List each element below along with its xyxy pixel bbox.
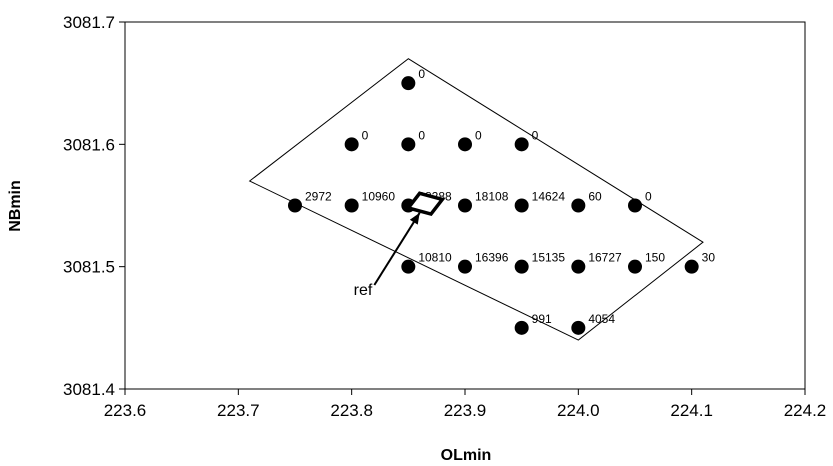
data-point [514,137,529,152]
y-tick-label: 3081.7 [63,13,115,32]
data-point-label: 15135 [532,251,566,265]
data-point-label: 150 [645,251,665,265]
ref-square [405,191,446,217]
y-axis-title: NBmin [7,180,24,232]
region-polygon-group [248,58,704,341]
ref-arrow-line [373,212,421,286]
data-point [628,259,642,274]
data-point-label: 60 [588,190,602,204]
ref-label: ref [354,282,373,299]
data-point-label: 2972 [305,190,332,204]
data-point [514,320,529,335]
ref-arrow-head [409,212,420,225]
data-point [514,198,529,213]
data-point-label: 0 [645,190,652,204]
data-point [628,198,642,213]
data-point [514,259,529,274]
data-point-label: 0 [532,128,539,142]
data-point [571,198,586,213]
data-point-label: 14624 [532,190,566,204]
data-point-label: 991 [532,312,552,326]
x-tick-label: 223.6 [104,401,147,420]
x-tick-label: 223.7 [217,401,260,420]
data-point-label: 18108 [475,190,509,204]
data-point [401,259,416,274]
x-tick-label: 223.8 [330,401,373,420]
data-point [344,198,359,213]
x-tick-label: 224.1 [670,401,713,420]
data-point [458,137,472,152]
y-tick-label: 3081.5 [63,258,115,277]
data-point [288,198,302,213]
data-point-label: 0 [362,128,369,142]
x-tick-label: 224.0 [557,401,600,420]
data-point [401,137,416,152]
data-point [458,259,472,274]
y-tick-label: 3081.6 [63,135,115,154]
y-tick-label: 3081.4 [63,380,115,399]
data-point-label: 30 [702,251,716,265]
data-points: 0000029721096018288181081462460010810163… [288,67,715,335]
data-point [401,76,416,91]
data-point [571,259,586,274]
data-point-label: 4054 [588,312,615,326]
data-point [344,137,359,152]
data-point-label: 16396 [475,251,509,265]
data-point-label: 0 [418,128,425,142]
data-point-label: 10960 [362,190,396,204]
x-axis-title: OLmin [441,447,492,464]
data-point [571,320,586,335]
x-tick-label: 223.9 [444,401,487,420]
x-axis-ticks: 223.6 223.7 223.8 223.9 224.0 224.1 224.2 [104,389,827,420]
data-point [458,198,472,213]
data-point-label: 16727 [588,251,622,265]
y-axis-ticks: 3081.4 3081.5 3081.6 3081.7 [63,13,125,399]
ref-annotation: ref [354,191,446,299]
region-polygon [248,58,704,341]
data-point-label: 0 [418,67,425,81]
data-point-label: 0 [475,128,482,142]
data-point [684,259,699,274]
x-tick-label: 224.2 [784,401,827,420]
data-point-label: 10810 [418,251,452,265]
